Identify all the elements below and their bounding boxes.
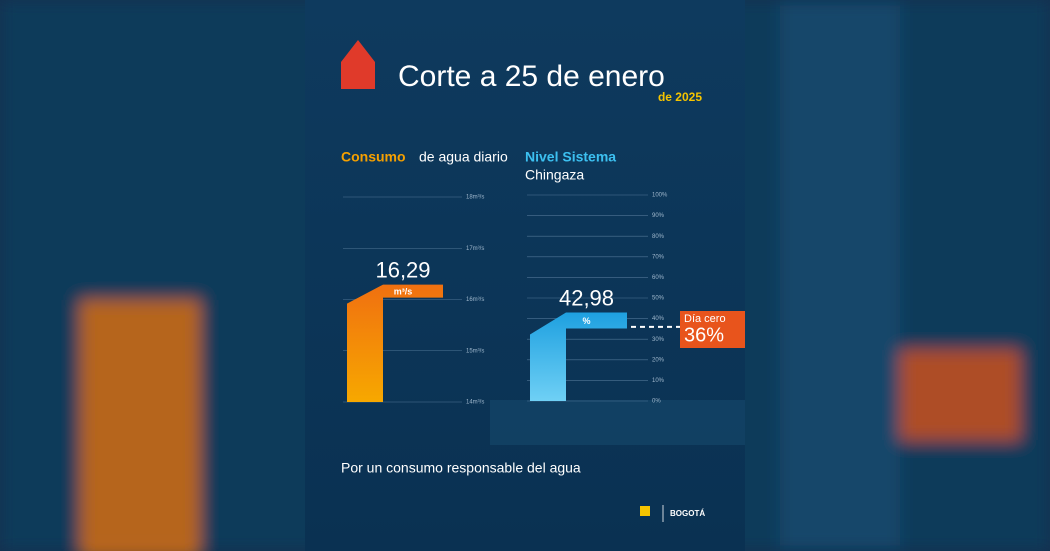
subtitle: de 2025 <box>658 90 702 104</box>
y-tick-label: 10% <box>652 378 665 384</box>
value-label: 42,98 <box>559 285 614 310</box>
y-tick-label: 80% <box>652 234 665 240</box>
y-tick-label: 40% <box>652 316 665 322</box>
unit-label: % <box>582 316 590 326</box>
y-tick-label: 30% <box>652 337 665 343</box>
chart-title: Nivel Sistema <box>525 149 616 165</box>
logo-emblem <box>640 506 650 516</box>
logo-house <box>341 40 375 89</box>
value-label: 16,29 <box>375 257 430 282</box>
y-tick-label: 16m³/s <box>466 297 484 303</box>
panel-shade <box>490 400 745 445</box>
threshold-value: 36% <box>684 324 724 346</box>
y-tick-label: 0% <box>652 399 661 405</box>
unit-label: m³/s <box>394 287 413 297</box>
y-tick-label: 90% <box>652 213 665 219</box>
threshold-label: Día cero <box>684 313 726 325</box>
title: Corte a 25 de enero <box>398 60 665 93</box>
y-tick-label: 60% <box>652 275 665 281</box>
chart-title: Consumo <box>341 149 406 165</box>
y-tick-label: 18m³/s <box>466 195 484 201</box>
footer: Por un consumo responsable del agua <box>341 460 581 476</box>
y-tick-label: 50% <box>652 296 665 302</box>
y-tick-label: 14m³/s <box>466 400 484 406</box>
chart-title-rest: Chingaza <box>525 167 584 183</box>
threshold-box <box>680 311 745 348</box>
y-tick-label: 100% <box>652 193 668 199</box>
logo-text: BOGOTÁ <box>670 509 705 518</box>
panel <box>305 0 745 551</box>
bar <box>347 284 443 402</box>
y-tick-label: 15m³/s <box>466 348 484 354</box>
chart-title-rest: de agua diario <box>419 149 508 165</box>
bar <box>530 312 627 401</box>
y-tick-label: 20% <box>652 357 665 363</box>
y-tick-label: 17m³/s <box>466 246 484 252</box>
y-tick-label: 70% <box>652 254 665 260</box>
